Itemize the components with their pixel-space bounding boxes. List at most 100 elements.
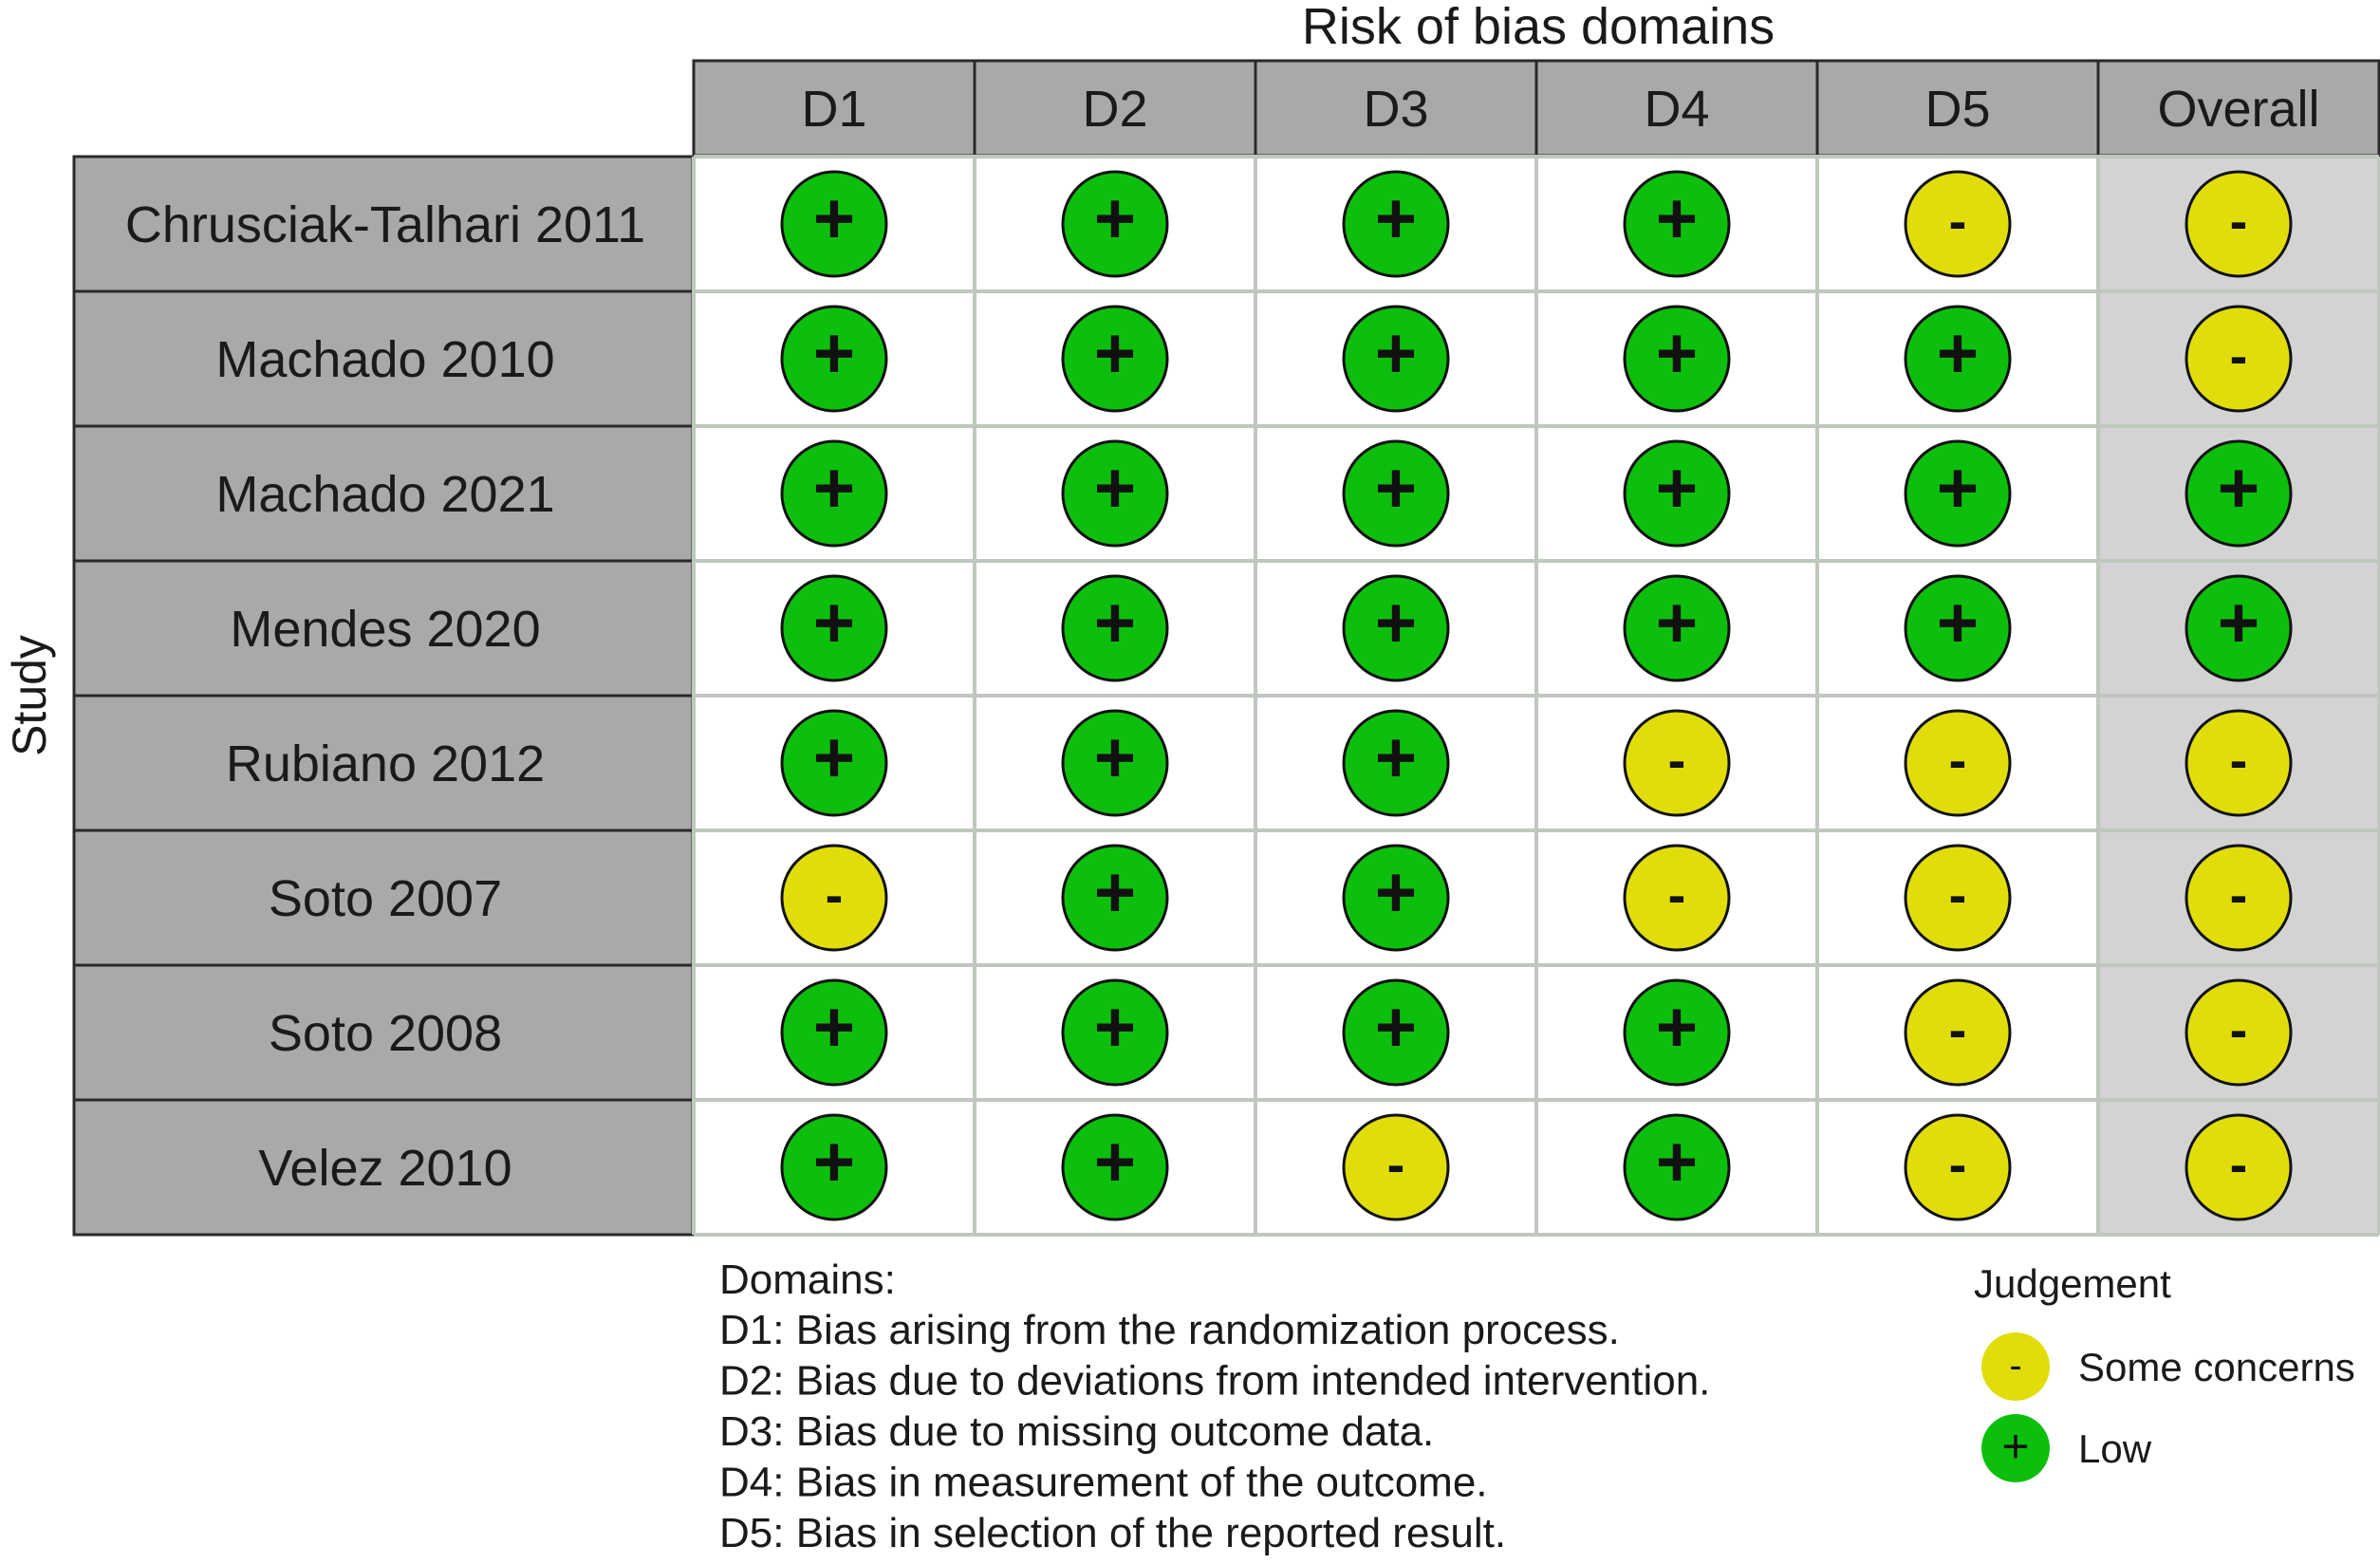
judgement-symbol: +	[1094, 987, 1136, 1068]
judgement-some-concerns-marker	[1904, 170, 2012, 278]
legend-some-concerns-marker	[1981, 1332, 2050, 1401]
judgement-low-marker	[1623, 170, 1731, 278]
judgement-symbol: +	[1937, 448, 1979, 529]
judgement-symbol: +	[813, 313, 855, 394]
judgement-low-marker	[1904, 305, 2012, 413]
judgement-low-marker	[1061, 1113, 1169, 1221]
column-header-cell	[973, 59, 1257, 158]
judgement-some-concerns-marker	[1904, 844, 2012, 952]
column-header-cell	[2096, 59, 2380, 158]
judgement-symbol: -	[1949, 865, 1967, 924]
column-header-label: Overall	[2157, 81, 2319, 138]
judgement-symbol: +	[813, 448, 855, 529]
judgement-symbol: -	[1668, 730, 1686, 790]
judgement-symbol: +	[1656, 448, 1698, 529]
judgement-symbol: -	[2230, 1134, 2248, 1194]
judgement-symbol: -	[1387, 1134, 1405, 1194]
judgement-symbol: +	[813, 987, 855, 1068]
judgement-low-marker	[1342, 709, 1450, 817]
judgement-symbol: +	[1094, 178, 1136, 259]
legend-symbol: +	[2001, 1420, 2029, 1473]
judgement-symbol: +	[1375, 852, 1417, 933]
legend-low-marker	[1981, 1414, 2050, 1482]
legend-title: Judgement	[1974, 1261, 2171, 1306]
judgement-symbol: +	[1094, 717, 1136, 798]
domains-heading: Domains:	[719, 1257, 896, 1303]
domain-definition: D1: Bias arising from the randomization …	[719, 1307, 1620, 1353]
judgement-some-concerns-marker	[1342, 1113, 1450, 1221]
judgement-symbol: +	[1375, 583, 1417, 663]
judgement-symbol: -	[1949, 191, 1967, 251]
judgement-symbol: -	[1949, 1134, 1967, 1194]
judgement-some-concerns-marker	[1904, 978, 2012, 1087]
judgement-symbol: +	[813, 583, 855, 663]
judgement-low-marker	[780, 1113, 888, 1221]
judgement-some-concerns-marker	[1904, 709, 2012, 817]
judgement-some-concerns-marker	[1904, 1113, 2012, 1221]
column-header-label: D5	[1924, 81, 1990, 138]
judgement-symbol: +	[1656, 987, 1698, 1068]
judgement-some-concerns-marker	[2185, 1113, 2293, 1221]
judgement-low-marker	[1623, 978, 1731, 1087]
judgement-low-marker	[1342, 439, 1450, 548]
judgement-some-concerns-marker	[2185, 305, 2293, 413]
judgement-symbol: -	[2230, 730, 2248, 790]
judgement-symbol: +	[1094, 313, 1136, 394]
judgement-symbol: +	[813, 717, 855, 798]
judgement-low-marker	[1904, 574, 2012, 682]
judgement-symbol: +	[813, 1122, 855, 1202]
judgement-low-marker	[1061, 170, 1169, 278]
judgement-low-marker	[1623, 305, 1731, 413]
judgement-low-marker	[1342, 574, 1450, 682]
judgement-symbol: +	[2218, 448, 2259, 529]
column-header-label: D4	[1644, 81, 1709, 138]
judgement-low-marker	[2185, 574, 2293, 682]
study-label: Rubiano 2012	[226, 735, 545, 792]
domain-definition: D4: Bias in measurement of the outcome.	[719, 1460, 1488, 1506]
judgement-low-marker	[780, 709, 888, 817]
column-header-cell	[692, 59, 976, 158]
study-label: Velez 2010	[258, 1140, 511, 1197]
judgement-symbol: -	[2230, 326, 2248, 385]
judgement-low-marker	[780, 439, 888, 548]
legend-label: Low	[2078, 1426, 2152, 1471]
judgement-symbol: +	[1937, 583, 1979, 663]
judgement-some-concerns-marker	[2185, 844, 2293, 952]
judgement-some-concerns-marker	[1623, 709, 1731, 817]
column-header-label: D2	[1082, 81, 1147, 138]
legend-label: Some concerns	[2078, 1345, 2355, 1389]
judgement-low-marker	[1623, 1113, 1731, 1221]
domain-definition: D2: Bias due to deviations from intended…	[719, 1358, 1710, 1405]
judgement-low-marker	[780, 574, 888, 682]
judgement-low-marker	[780, 305, 888, 413]
judgement-symbol: +	[1375, 717, 1417, 798]
study-label: Chrusciak-Talhari 2011	[125, 196, 645, 253]
judgement-low-marker	[780, 978, 888, 1087]
study-label: Soto 2007	[269, 870, 502, 927]
domain-definition: D3: Bias due to missing outcome data.	[719, 1408, 1434, 1455]
column-header-area: D1 D2 D3 D4 D5 Overall	[692, 59, 2380, 158]
study-label-cell	[72, 829, 695, 967]
judgement-some-concerns-marker	[1623, 844, 1731, 952]
judgement-low-marker	[780, 170, 888, 278]
judgement-symbol: -	[2230, 865, 2248, 924]
judgement-low-marker	[1061, 709, 1169, 817]
chart-title: Risk of bias domains	[1302, 0, 1775, 55]
y-axis-label: Study	[3, 635, 56, 756]
judgement-some-concerns-marker	[780, 844, 888, 952]
judgement-low-marker	[1061, 305, 1169, 413]
domain-definition: D5: Bias in selection of the reported re…	[719, 1510, 1506, 1556]
judgement-low-marker	[1342, 844, 1450, 952]
judgement-symbol: +	[1656, 313, 1698, 394]
judgement-symbol: +	[1375, 448, 1417, 529]
judgement-symbol: -	[1949, 730, 1967, 790]
judgement-low-marker	[1623, 439, 1731, 548]
judgement-symbol: -	[1668, 865, 1686, 924]
judgement-symbol: +	[1375, 313, 1417, 394]
judgement-symbol: +	[1656, 583, 1698, 663]
study-label: Soto 2008	[269, 1005, 502, 1062]
judgement-symbol: -	[2230, 999, 2248, 1059]
judgement-low-marker	[1342, 978, 1450, 1087]
judgement-symbol: +	[1937, 313, 1979, 394]
